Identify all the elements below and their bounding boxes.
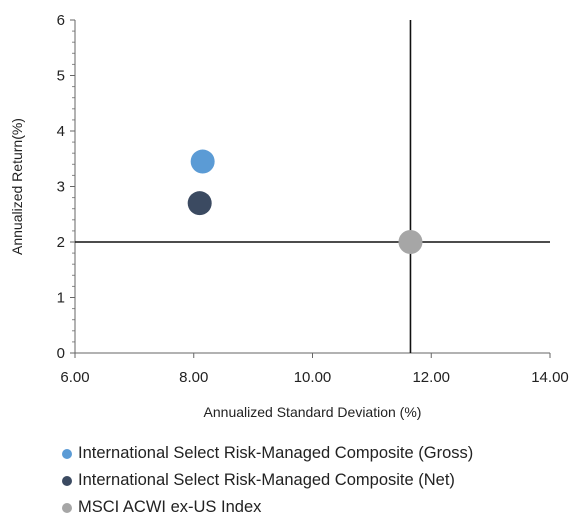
y-axis-title: Annualized Return(%): [9, 118, 25, 255]
legend: International Select Risk-Managed Compos…: [62, 440, 473, 521]
y-tick-label: 2: [57, 234, 65, 251]
legend-label-index: MSCI ACWI ex-US Index: [78, 498, 262, 516]
legend-item-net: International Select Risk-Managed Compos…: [62, 467, 473, 494]
point-index: [398, 230, 423, 254]
legend-marker-net: [62, 475, 72, 486]
scatter-chart: 0 1 2 3 4 5 6 6.00 8.00 10.00 12.00 14.00 Annualiz…: [9, 12, 569, 420]
legend-marker-gross: [62, 448, 72, 459]
x-tick-label: 8.00: [179, 369, 208, 386]
x-tick-label: 12.00: [412, 369, 450, 386]
legend-label-gross: International Select Risk-Managed Compos…: [78, 444, 474, 462]
y-tick-label: 5: [57, 68, 65, 85]
x-axis-title: Annualized Standard Deviation (%): [204, 404, 422, 420]
y-tick-label: 3: [57, 179, 65, 196]
legend-item-index: MSCI ACWI ex-US Index: [62, 494, 473, 521]
legend-label-net: International Select Risk-Managed Compos…: [78, 471, 455, 489]
x-tick-label: 14.00: [531, 369, 569, 386]
y-tick-label: 1: [57, 290, 65, 307]
x-tick-label: 6.00: [60, 369, 89, 386]
y-tick-label: 4: [57, 123, 65, 140]
y-tick-label: 0: [57, 345, 65, 362]
point-gross: [190, 149, 215, 174]
legend-item-gross: International Select Risk-Managed Compos…: [62, 440, 473, 467]
x-tick-label: 10.00: [294, 369, 332, 386]
y-tick-label: 6: [57, 12, 65, 29]
legend-marker-index: [62, 502, 72, 513]
point-net: [187, 191, 212, 216]
